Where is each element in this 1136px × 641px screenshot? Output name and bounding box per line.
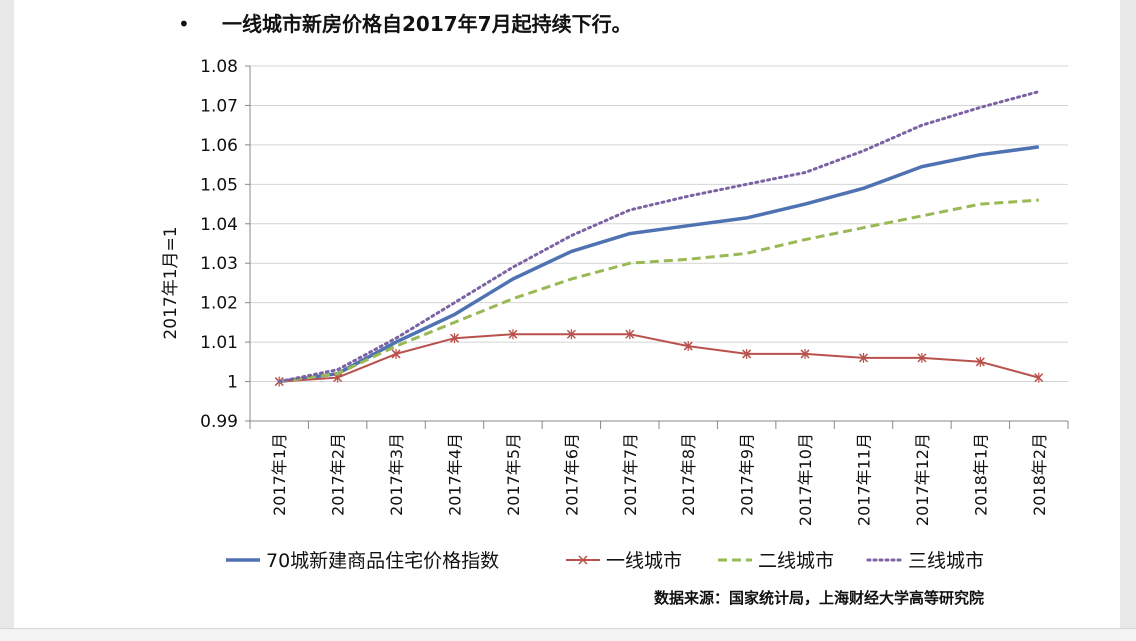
y-tick-label: 1.01 [200, 333, 238, 353]
x-tick-label: 2018年1月 [971, 433, 990, 516]
x-tick-label: 2017年5月 [504, 433, 523, 516]
y-tick-label: 1.05 [200, 175, 238, 195]
slide [14, 0, 1120, 628]
legend-marker [578, 555, 588, 565]
axes [245, 65, 1069, 429]
x-tick-label: 2017年2月 [329, 433, 348, 516]
x-tick-label: 2018年2月 [1030, 433, 1049, 516]
x-tick-label: 2017年1月 [270, 433, 289, 516]
data-point-marker [800, 348, 810, 359]
bullet: • [178, 12, 190, 36]
data-point-marker [1034, 372, 1044, 383]
data-point-marker [566, 329, 576, 340]
source-note: 数据来源：国家统计局，上海财经大学高等研究院 [654, 589, 985, 607]
data-point-marker [449, 333, 460, 344]
data-point-marker [975, 356, 985, 367]
y-axis-label: 2017年1月=1 [161, 226, 181, 339]
legend-label: 二线城市 [758, 550, 834, 572]
x-tick-label: 2017年8月 [679, 433, 698, 516]
legend-label: 一线城市 [606, 550, 682, 572]
x-tick-label: 2017年7月 [621, 433, 640, 516]
legend-item: 一线城市 [566, 550, 682, 572]
y-tick-label: 1.04 [200, 215, 238, 235]
series-line [279, 333, 1040, 383]
y-tick-label: 1.03 [200, 254, 238, 274]
legend-label: 三线城市 [908, 550, 984, 572]
legend-label: 70城新建商品住宅价格指数 [266, 550, 499, 572]
y-tick-label: 1.07 [200, 96, 238, 116]
x-tick-label: 2017年11月 [855, 433, 874, 526]
x-tick-label: 2017年6月 [562, 433, 581, 516]
series-line [277, 90, 1041, 384]
legend: 70城新建商品住宅价格指数 一线城市 二线城市 三线城市 [226, 550, 984, 572]
legend-item: 三线城市 [866, 550, 984, 572]
legend-item: 二线城市 [718, 550, 834, 572]
data-point-marker [683, 341, 693, 352]
x-tick-label: 2017年9月 [738, 433, 757, 516]
y-tick-label: 0.99 [200, 412, 238, 432]
x-tick-label: 2017年3月 [387, 433, 406, 516]
headline: • 一线城市新房价格自2017年7月起持续下行。 [178, 8, 632, 37]
series-line [278, 198, 1039, 384]
x-tick-label: 2017年10月 [796, 433, 815, 526]
x-tick-label: 2017年4月 [446, 433, 465, 516]
data-point-marker [625, 329, 635, 340]
x-tick-labels: 2017年1月 2017年2月 2017年3月 2017年4月 2017年5月 2017年… [270, 433, 1049, 526]
bottom-strip [0, 628, 1136, 641]
y-tick-labels: 0.99 1 1.01 1.02 1.03 1.04 1.05 1.06 1.07 1.08 [200, 57, 238, 432]
series-lines [274, 90, 1044, 387]
y-tick-label: 1.02 [200, 294, 238, 314]
y-tick-label: 1.08 [200, 57, 238, 77]
data-point-marker [917, 352, 927, 363]
data-point-marker [858, 352, 869, 363]
y-tick-label: 1.06 [200, 136, 238, 156]
x-tick-label: 2017年12月 [913, 433, 932, 526]
data-point-marker [391, 348, 401, 359]
series-line [278, 145, 1040, 384]
gridlines [250, 65, 1068, 383]
data-point-marker [742, 348, 752, 359]
data-point-marker [508, 329, 518, 340]
y-tick-label: 1 [227, 373, 238, 393]
legend-item: 70城新建商品住宅价格指数 [226, 550, 499, 572]
headline-text: 一线城市新房价格自2017年7月起持续下行。 [222, 12, 632, 36]
